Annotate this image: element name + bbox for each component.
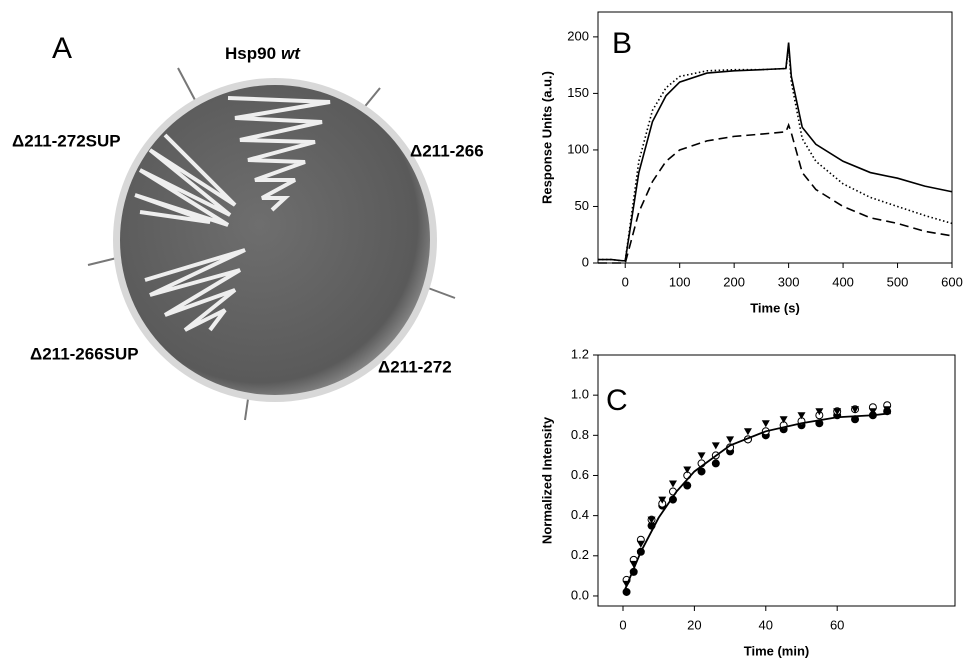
point [761,420,770,428]
point [883,406,892,414]
point [647,516,656,524]
point [833,408,842,416]
y-tick-label: 0.4 [571,507,589,522]
point [711,442,720,450]
x-tick-label: 0 [619,617,626,632]
x-tick-label: 0 [622,274,629,289]
point [658,496,667,504]
point [851,406,860,414]
plate-photo [87,67,456,421]
y-tick-label: 0 [582,254,589,269]
panel-label: B [612,27,632,60]
y-tick-label: 150 [567,85,589,100]
y-tick-label: 50 [575,198,589,213]
strain-label: Hsp90 wt [225,44,301,63]
x-tick-label: 500 [887,274,909,289]
y-tick-label: 0.0 [571,587,589,602]
y-tick-label: 0.2 [571,547,589,562]
point [743,428,752,436]
y-tick-label: 0.8 [571,427,589,442]
point [668,480,677,488]
panel-label: C [606,384,628,417]
strain-label: Δ211-266SUP [30,344,139,363]
point [726,436,735,444]
strain-label: Δ211-266 [410,141,484,160]
plot-frame [597,11,953,264]
x-axis-label: Time (min) [744,643,810,658]
point [815,408,824,416]
point [697,467,706,476]
y-tick-label: 100 [567,141,589,156]
x-axis-label: Time (s) [750,300,800,315]
point [697,452,706,460]
point [868,408,877,416]
y-axis-label: Normalized Intensity [539,416,554,544]
y-tick-label: 200 [567,28,589,43]
point [622,587,631,596]
x-tick-label: 60 [830,617,844,632]
x-tick-label: 40 [759,617,773,632]
point [683,466,692,474]
strain-label: Δ211-272 [378,357,452,376]
point [683,481,692,490]
x-tick-label: 400 [832,274,854,289]
panel-label: A [52,32,72,65]
x-tick-label: 100 [669,274,691,289]
plot-frame [597,354,956,607]
y-tick-label: 1.0 [571,387,589,402]
strain-name: Hsp90 [225,44,276,63]
x-tick-label: 200 [723,274,745,289]
y-axis-label: Response Units (a.u.) [539,71,554,204]
strain-name: wt [281,44,301,63]
line [598,122,953,264]
point [636,540,645,548]
x-tick-label: 600 [941,274,963,289]
point [797,412,806,420]
y-tick-label: 1.2 [571,346,589,361]
x-tick-label: 300 [778,274,800,289]
x-tick-label: 20 [687,617,701,632]
line [598,48,953,262]
fit-line [623,412,891,591]
line [598,42,953,262]
y-tick-label: 0.6 [571,467,589,482]
point [779,416,788,424]
strain-label: Δ211-272SUP [12,131,121,150]
point [711,459,720,468]
